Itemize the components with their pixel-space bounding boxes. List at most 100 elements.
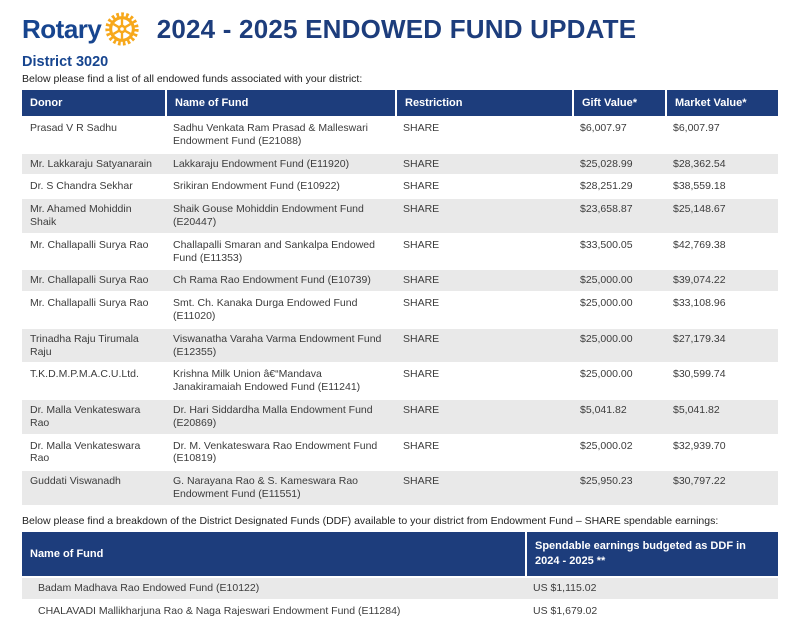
cell-fund: CHALAVADI Mallikharjuna Rao & Naga Rajes… <box>22 598 525 622</box>
cell-donor: T.K.D.M.P.M.A.C.U.Ltd. <box>22 362 165 398</box>
funds-table-header-row: Donor Name of Fund Restriction Gift Valu… <box>22 90 778 116</box>
report-header: Rotary 2024 - 2025 ENDOWED FUND UPDATE <box>22 8 778 50</box>
funds-table-body: Prasad V R Sadhu Sadhu Venkata Ram Prasad… <box>22 116 778 505</box>
cell-fund: Smt. Ch. Kanaka Durga Endowed Fund (E110… <box>165 291 395 327</box>
cell-fund: G. Narayana Rao & S. Kameswara Rao Endow… <box>165 469 395 505</box>
cell-restriction: SHARE <box>395 232 572 269</box>
cell-gift: $25,000.00 <box>572 362 665 398</box>
cell-restriction: SHARE <box>395 151 572 175</box>
table-row: Badam Madhava Rao Endowed Fund (E10122) U… <box>22 575 778 599</box>
rotary-wheel-icon <box>105 12 140 46</box>
rotary-logo-text: Rotary <box>22 13 102 44</box>
cell-donor: Mr. Challapalli Surya Rao <box>22 268 165 292</box>
cell-market: $30,797.22 <box>665 469 778 505</box>
cell-gift: $25,000.00 <box>572 268 665 292</box>
table-row: Mr. Ahamed Mohiddin Shaik Shaik Gouse Moh… <box>22 197 778 233</box>
column-header-ddf-fund-name: Name of Fund <box>22 531 525 576</box>
cell-donor: Dr. S Chandra Sekhar <box>22 174 165 197</box>
table-row: Guddati Viswanadh G. Narayana Rao & S. Ka… <box>22 469 778 505</box>
cell-restriction: SHARE <box>395 469 572 505</box>
column-header-spendable-earnings: Spendable earnings budgeted as DDF in 20… <box>525 531 778 576</box>
page-title: 2024 - 2025 ENDOWED FUND UPDATE <box>156 13 637 44</box>
cell-fund: Shaik Gouse Mohiddin Endowment Fund (E20… <box>165 197 395 233</box>
cell-fund: Badam Madhava Rao Endowed Fund (E10122) <box>22 575 525 599</box>
column-header-fund-name: Name of Fund <box>165 90 395 116</box>
intro-text-ddf: Below please find a breakdown of the Dis… <box>22 514 719 527</box>
cell-restriction: SHARE <box>395 397 572 434</box>
cell-market: $27,179.34 <box>665 326 778 363</box>
cell-gift: $33,500.05 <box>572 232 665 269</box>
cell-restriction: SHARE <box>395 433 572 470</box>
cell-market: $38,559.18 <box>665 174 778 197</box>
cell-fund: Srikiran Endowment Fund (E10922) <box>165 174 395 197</box>
ddf-table-header-row: Name of Fund Spendable earnings budgeted… <box>22 531 778 576</box>
cell-market: $39,074.22 <box>665 268 778 292</box>
cell-donor: Mr. Challapalli Surya Rao <box>22 291 165 327</box>
cell-market: $5,041.82 <box>665 397 778 434</box>
cell-gift: $25,000.02 <box>572 433 665 470</box>
cell-fund: Ch Rama Rao Endowment Fund (E10739) <box>165 268 395 292</box>
cell-restriction: SHARE <box>395 116 572 152</box>
cell-donor: Mr. Lakkaraju Satyanarain <box>22 151 165 175</box>
table-row: Dr. Malla Venkateswara Rao Dr. Hari Sidda… <box>22 397 778 434</box>
rotary-logo: Rotary <box>22 11 144 47</box>
cell-donor: Prasad V R Sadhu <box>22 116 165 152</box>
cell-gift: $28,251.29 <box>572 174 665 197</box>
cell-restriction: SHARE <box>395 174 572 197</box>
column-header-restriction: Restriction <box>395 90 572 116</box>
cell-gift: $25,000.00 <box>572 326 665 363</box>
cell-donor: Dr. Malla Venkateswara Rao <box>22 433 165 470</box>
cell-fund: Krishna Milk Union â€“Mandava Janakirama… <box>165 362 395 398</box>
cell-donor: Trinadha Raju Tirumala Raju <box>22 326 165 363</box>
ddf-table-body: Badam Madhava Rao Endowed Fund (E10122) U… <box>22 575 778 622</box>
cell-amount: US $1,679.02 <box>525 598 778 622</box>
cell-gift: $23,658.87 <box>572 197 665 233</box>
intro-text-funds: Below please find a list of all endowed … <box>22 73 363 85</box>
table-row: Mr. Challapalli Surya Rao Challapalli Sma… <box>22 232 778 269</box>
district-heading: District 3020 <box>22 54 109 70</box>
table-row: Prasad V R Sadhu Sadhu Venkata Ram Prasad… <box>22 116 778 152</box>
table-row: Trinadha Raju Tirumala Raju Viswanatha Va… <box>22 326 778 363</box>
table-row: Dr. S Chandra Sekhar Srikiran Endowment F… <box>22 174 778 197</box>
cell-fund: Viswanatha Varaha Varma Endowment Fund (… <box>165 326 395 363</box>
cell-gift: $6,007.97 <box>572 116 665 152</box>
table-row: T.K.D.M.P.M.A.C.U.Ltd. Krishna Milk Union… <box>22 362 778 398</box>
cell-restriction: SHARE <box>395 291 572 327</box>
cell-gift: $25,028.99 <box>572 151 665 175</box>
cell-fund: Dr. M. Venkateswara Rao Endowment Fund (… <box>165 433 395 470</box>
cell-fund: Lakkaraju Endowment Fund (E11920) <box>165 151 395 175</box>
cell-market: $32,939.70 <box>665 433 778 470</box>
table-row: Mr. Lakkaraju Satyanarain Lakkaraju Endow… <box>22 151 778 175</box>
table-row: Mr. Challapalli Surya Rao Ch Rama Rao End… <box>22 268 778 292</box>
cell-gift: $25,950.23 <box>572 469 665 505</box>
cell-restriction: SHARE <box>395 362 572 398</box>
cell-amount: US $1,115.02 <box>525 575 778 599</box>
cell-donor: Mr. Ahamed Mohiddin Shaik <box>22 197 165 233</box>
column-header-gift-value: Gift Value* <box>572 90 665 116</box>
cell-market: $30,599.74 <box>665 362 778 398</box>
funds-table: Donor Name of Fund Restriction Gift Valu… <box>22 90 778 505</box>
cell-market: $42,769.38 <box>665 232 778 269</box>
cell-donor: Dr. Malla Venkateswara Rao <box>22 397 165 434</box>
table-row: Mr. Challapalli Surya Rao Smt. Ch. Kanaka… <box>22 291 778 327</box>
cell-donor: Guddati Viswanadh <box>22 469 165 505</box>
table-row: CHALAVADI Mallikharjuna Rao & Naga Rajes… <box>22 598 778 622</box>
column-header-donor: Donor <box>22 90 165 116</box>
ddf-table: Name of Fund Spendable earnings budgeted… <box>22 531 778 622</box>
cell-restriction: SHARE <box>395 326 572 363</box>
cell-gift: $25,000.00 <box>572 291 665 327</box>
table-row: Dr. Malla Venkateswara Rao Dr. M. Venkate… <box>22 433 778 470</box>
cell-market: $6,007.97 <box>665 116 778 152</box>
column-header-market-value: Market Value* <box>665 90 778 116</box>
cell-fund: Sadhu Venkata Ram Prasad & Malleswari En… <box>165 116 395 152</box>
cell-market: $33,108.96 <box>665 291 778 327</box>
cell-gift: $5,041.82 <box>572 397 665 434</box>
cell-fund: Dr. Hari Siddardha Malla Endowment Fund … <box>165 397 395 434</box>
cell-restriction: SHARE <box>395 197 572 233</box>
cell-donor: Mr. Challapalli Surya Rao <box>22 232 165 269</box>
cell-restriction: SHARE <box>395 268 572 292</box>
cell-fund: Challapalli Smaran and Sankalpa Endowed … <box>165 232 395 269</box>
cell-market: $25,148.67 <box>665 197 778 233</box>
cell-market: $28,362.54 <box>665 151 778 175</box>
